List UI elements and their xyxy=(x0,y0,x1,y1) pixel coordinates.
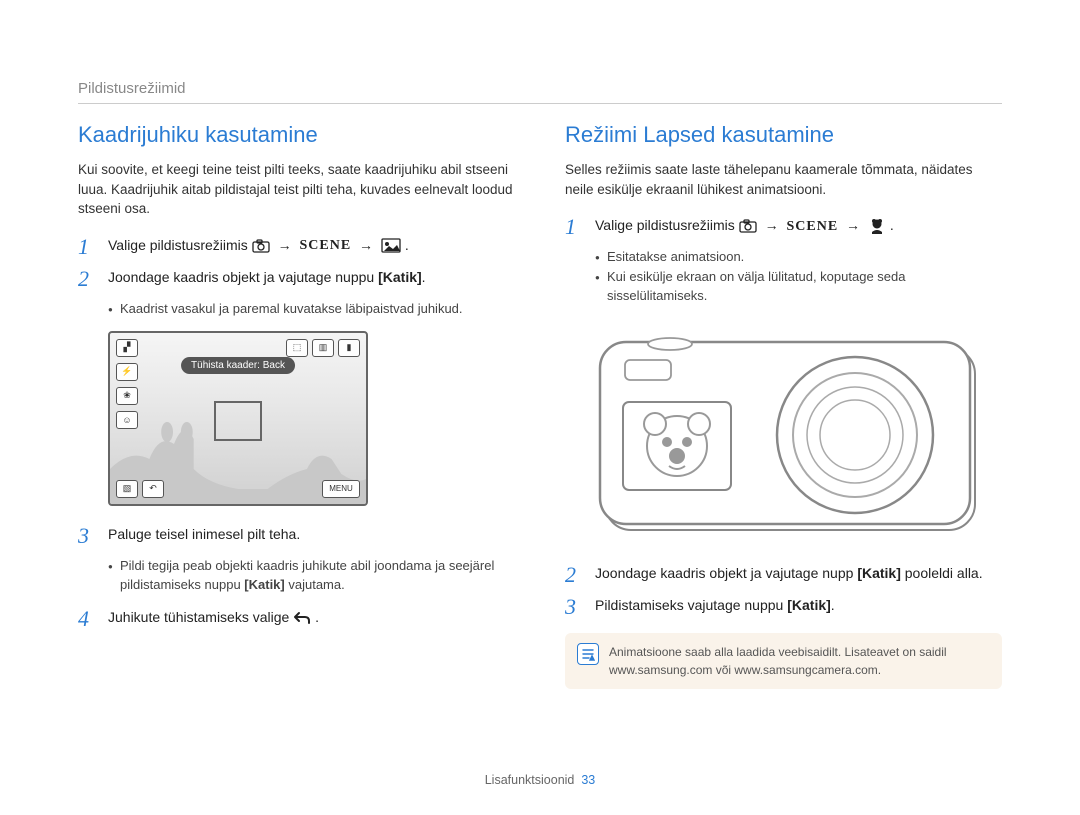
back-arrow-icon xyxy=(293,611,311,625)
arrow-icon: → xyxy=(846,215,860,236)
scene-label: SCENE xyxy=(299,235,351,256)
children-mode-icon xyxy=(868,218,886,234)
bullet-bold: [Katik] xyxy=(244,577,284,592)
step-number: 4 xyxy=(78,607,96,631)
step-bold: [Katik] xyxy=(857,565,901,581)
flash-icon: ⚡ xyxy=(116,363,138,381)
right-column: Režiimi Lapsed kasutamine Selles režiimi… xyxy=(565,122,1002,689)
step-text: Joondage kaadris objekt ja vajutage nupp xyxy=(595,565,857,581)
step-number: 2 xyxy=(565,563,583,587)
step-number: 1 xyxy=(565,215,583,239)
arrow-icon: → xyxy=(278,235,292,256)
step-tail: . xyxy=(405,237,409,253)
step-number: 2 xyxy=(78,267,96,291)
step-text: Valige pildistusrežiimis xyxy=(595,217,739,233)
right-step-1-bullets: Esitatakse animatsioon. Kui esikülje ekr… xyxy=(595,247,1002,306)
left-step-2-bullets: Kaadrist vasakul ja paremal kuvatakse lä… xyxy=(108,299,515,319)
quality-icon: ▥ xyxy=(312,339,334,357)
lcd-bottom-icons: ▧ ↶ MENU xyxy=(116,480,360,498)
step-text: Joondage kaadris objekt ja vajutage nupp… xyxy=(108,269,378,285)
camera-figure xyxy=(595,330,985,540)
lcd-left-icons: ⚡ ❀ ☺ xyxy=(116,363,138,429)
step-body: Joondage kaadris objekt ja vajutage nupp… xyxy=(108,267,515,288)
bullet-item: Esitatakse animatsioon. xyxy=(595,247,1002,267)
step-tail: . xyxy=(315,609,319,625)
left-column: Kaadrijuhiku kasutamine Kui soovite, et … xyxy=(78,122,515,689)
breadcrumb: Pildistusrežiimid xyxy=(78,80,1002,104)
step-body: Pildistamiseks vajutage nuppu [Katik]. xyxy=(595,595,1002,616)
note-text: Animatsioone saab alla laadida veebisaid… xyxy=(609,643,990,679)
right-heading: Režiimi Lapsed kasutamine xyxy=(565,122,1002,148)
right-step-2: 2 Joondage kaadris objekt ja vajutage nu… xyxy=(565,563,1002,587)
back-icon: ↶ xyxy=(142,480,164,498)
right-step-3: 3 Pildistamiseks vajutage nuppu [Katik]. xyxy=(565,595,1002,619)
camera-icon xyxy=(252,239,270,253)
bullet-text: vajutama. xyxy=(285,577,345,592)
face-off-icon: ☺ xyxy=(116,411,138,429)
frame-guide-icon xyxy=(381,238,401,253)
step-body: Juhikute tühistamiseks valige . xyxy=(108,607,515,628)
step-number: 3 xyxy=(565,595,583,619)
lcd-focus-frame xyxy=(214,401,262,441)
lcd-top-icons: ▞ ⬚ ▥ ▮ xyxy=(116,339,360,357)
lcd-figure: ▞ ⬚ ▥ ▮ ⚡ ❀ ☺ Tühista kaader: Back ▧ xyxy=(108,331,368,506)
right-intro: Selles režiimis saate laste tähelepanu k… xyxy=(565,160,1002,199)
step-body: Joondage kaadris objekt ja vajutage nupp… xyxy=(595,563,1002,584)
note-box: Animatsioone saab alla laadida veebisaid… xyxy=(565,633,1002,689)
note-icon xyxy=(577,643,599,665)
step-bold: [Katik] xyxy=(378,269,422,285)
step-body: Valige pildistusrežiimis → SCENE → . xyxy=(108,235,515,257)
bullet-item: Kaadrist vasakul ja paremal kuvatakse lä… xyxy=(108,299,515,319)
left-step-4: 4 Juhikute tühistamiseks valige . xyxy=(78,607,515,631)
page: Pildistusrežiimid Kaadrijuhiku kasutamin… xyxy=(0,0,1080,815)
footer-page: 33 xyxy=(581,773,595,787)
left-intro: Kui soovite, et keegi teine teist pilti … xyxy=(78,160,515,219)
left-step-2: 2 Joondage kaadris objekt ja vajutage nu… xyxy=(78,267,515,291)
step-text: Valige pildistusrežiimis xyxy=(108,237,252,253)
page-footer: Lisafunktsioonid 33 xyxy=(0,773,1080,787)
step-text: Pildistamiseks vajutage nuppu xyxy=(595,597,787,613)
step-text: . xyxy=(831,597,835,613)
left-heading: Kaadrijuhiku kasutamine xyxy=(78,122,515,148)
content-columns: Kaadrijuhiku kasutamine Kui soovite, et … xyxy=(78,122,1002,689)
menu-icon: MENU xyxy=(322,480,360,498)
bullet-item: Kui esikülje ekraan on välja lülitatud, … xyxy=(595,267,1002,306)
multi-icon: ▧ xyxy=(116,480,138,498)
step-text: Juhikute tühistamiseks valige xyxy=(108,609,293,625)
step-body: Paluge teisel inimesel pilt teha. xyxy=(108,524,515,545)
battery-icon: ▮ xyxy=(338,339,360,357)
size-icon: ⬚ xyxy=(286,339,308,357)
step-bold: [Katik] xyxy=(787,597,831,613)
scene-label: SCENE xyxy=(786,216,838,237)
arrow-icon: → xyxy=(765,215,779,236)
bullet-item: Pildi tegija peab objekti kaadris juhiku… xyxy=(108,556,515,595)
camera-icon xyxy=(739,219,757,233)
step-tail: . xyxy=(890,217,894,233)
step-body: Valige pildistusrežiimis → SCENE → . xyxy=(595,215,1002,237)
right-step-1: 1 Valige pildistusrežiimis → SCENE → . xyxy=(565,215,1002,239)
step-number: 1 xyxy=(78,235,96,259)
left-step-3-bullets: Pildi tegija peab objekti kaadris juhiku… xyxy=(108,556,515,595)
step-tail: . xyxy=(422,269,426,285)
left-step-3: 3 Paluge teisel inimesel pilt teha. xyxy=(78,524,515,548)
step-number: 3 xyxy=(78,524,96,548)
step-text: pooleldi alla. xyxy=(901,565,983,581)
macro-icon: ❀ xyxy=(116,387,138,405)
arrow-icon: → xyxy=(359,235,373,256)
frame-mode-icon: ▞ xyxy=(116,339,138,357)
footer-label: Lisafunktsioonid xyxy=(485,773,575,787)
left-step-1: 1 Valige pildistusrežiimis → SCENE → . xyxy=(78,235,515,259)
lcd-pill-label: Tühista kaader: Back xyxy=(181,357,295,374)
